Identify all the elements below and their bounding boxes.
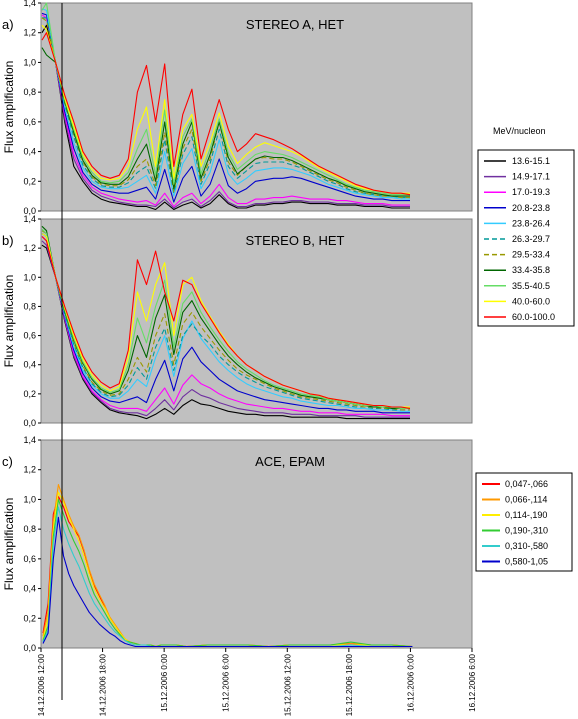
- legend-entry: 26.3-29.7: [512, 234, 550, 244]
- legend-entry: 35.5-40.5: [512, 281, 550, 291]
- legend-entry: 20.8-23.8: [512, 203, 550, 213]
- y-tick-label: 1,0: [23, 57, 36, 67]
- panel-1: 0,0 0,2 0,4 0,6 0,8 1,0 1,2 1,4 Flux amplificati…: [2, 214, 473, 428]
- y-axis-title: Flux amplification: [2, 61, 16, 154]
- legend-entry: 17.0-19.3: [512, 187, 550, 197]
- y-tick-label: 0,8: [23, 301, 36, 311]
- series-line-4: [41, 230, 410, 412]
- legend-entry: 13.6-15.1: [512, 156, 550, 166]
- y-tick-label: 1,2: [23, 243, 36, 253]
- y-tick-label: 1,2: [23, 465, 36, 475]
- x-tick-label: 16.12.2006 0:00: [406, 653, 415, 711]
- legend-box: [477, 149, 575, 327]
- legend-entry: 0,190-,310: [505, 526, 548, 536]
- x-tick-label: 14.12.2006 18:00: [99, 653, 108, 716]
- y-tick-label: 0,6: [23, 554, 36, 564]
- legend-entry: 0,580-1,05: [505, 557, 548, 567]
- legend-entry: 0,114-,190: [505, 510, 547, 520]
- series-line-3: [41, 12, 410, 203]
- legend-entry: 0,066-,114: [505, 495, 547, 505]
- y-tick-label: 0,4: [23, 584, 36, 594]
- series-line-6: [41, 17, 410, 199]
- legend-entry: 0,047-,066: [505, 479, 548, 489]
- y-tick-label: 0,0: [23, 206, 36, 216]
- panel-label: c): [2, 454, 13, 469]
- legend-entry: 23.8-26.4: [512, 218, 550, 228]
- y-tick-label: 1,4: [23, 214, 36, 224]
- legend-entry: 0,310-,580: [505, 541, 548, 551]
- series-line-3: [41, 233, 410, 414]
- panel-title: STEREO A, HET: [246, 17, 344, 32]
- y-tick-label: 0,2: [23, 389, 36, 399]
- x-tick-label: 15.12.2006 18:00: [345, 653, 354, 716]
- series-line-7: [41, 47, 410, 197]
- plot-area: [40, 2, 473, 212]
- series-line-5: [42, 516, 413, 648]
- series-line-8: [41, 2, 410, 196]
- series-line-10: [41, 236, 411, 409]
- series-line-0: [41, 244, 410, 420]
- legend-entry: 60.0-100.0: [512, 312, 555, 322]
- series-line-1: [42, 17, 410, 209]
- series-line-4: [41, 8, 410, 200]
- series-line-0: [41, 24, 410, 211]
- series-line-5: [42, 17, 410, 199]
- legend-box-ace: [475, 472, 573, 572]
- y-tick-label: 0,4: [23, 360, 36, 370]
- y-tick-label: 0,4: [23, 147, 36, 157]
- legend-entry: 14.9-17.1: [512, 172, 550, 182]
- series-line-8: [41, 228, 410, 409]
- series-line-2: [41, 14, 410, 208]
- series-line-9: [41, 24, 410, 194]
- y-tick-label: 0,2: [23, 613, 36, 623]
- legend-entry: 33.4-35.8: [512, 265, 550, 275]
- plot-area: [40, 439, 473, 649]
- series-line-6: [41, 230, 410, 411]
- y-tick-label: 0,8: [23, 87, 36, 97]
- y-tick-label: 1,0: [23, 494, 36, 504]
- y-tick-label: 1,0: [23, 272, 36, 282]
- y-tick-label: 0,8: [23, 524, 36, 534]
- y-tick-label: 0,0: [23, 643, 36, 653]
- y-tick-label: 0,0: [23, 418, 36, 428]
- x-tick-label: 15.12.2006 6:00: [222, 653, 231, 711]
- x-tick-label: 15.12.2006 0:00: [160, 653, 169, 711]
- y-axis-title: Flux amplification: [2, 498, 16, 591]
- legend-entry: 40.0-60.0: [512, 296, 550, 306]
- y-tick-label: 0,6: [23, 331, 36, 341]
- y-axis-title: Flux amplification: [2, 275, 16, 368]
- series-line-10: [41, 32, 411, 196]
- series-line-3: [42, 498, 413, 648]
- x-tick-label: 14.12.2006 12:00: [37, 653, 46, 716]
- y-tick-label: 1,4: [23, 435, 36, 445]
- x-tick-label: 15.12.2006 12:00: [283, 653, 292, 716]
- y-tick-label: 0,2: [23, 176, 36, 186]
- panel-2: 0,0 0,2 0,4 0,6 0,8 1,0 1,2 1,4 Flux amplificati…: [2, 435, 477, 716]
- panel-0: 0,0 0,2 0,4 0,6 0,8 1,0 1,2 1,4 Flux amplificati…: [2, 0, 473, 216]
- series-line-2: [41, 236, 410, 417]
- legend-entry: 29.5-33.4: [512, 250, 550, 260]
- series-line-1: [41, 240, 410, 418]
- panel-label: a): [2, 17, 14, 32]
- panel-label: b): [2, 233, 14, 248]
- panel-title: STEREO B, HET: [246, 233, 345, 248]
- y-tick-label: 1,4: [23, 0, 36, 8]
- x-tick-label: 16.12.2006 6:00: [468, 653, 477, 711]
- legend-title: MeV/nucleon: [493, 126, 546, 136]
- y-tick-label: 0,6: [23, 117, 36, 127]
- plot-area: [40, 218, 473, 424]
- panel-title: ACE, EPAM: [255, 454, 325, 469]
- y-tick-label: 1,2: [23, 28, 36, 38]
- series-line-5: [41, 233, 410, 411]
